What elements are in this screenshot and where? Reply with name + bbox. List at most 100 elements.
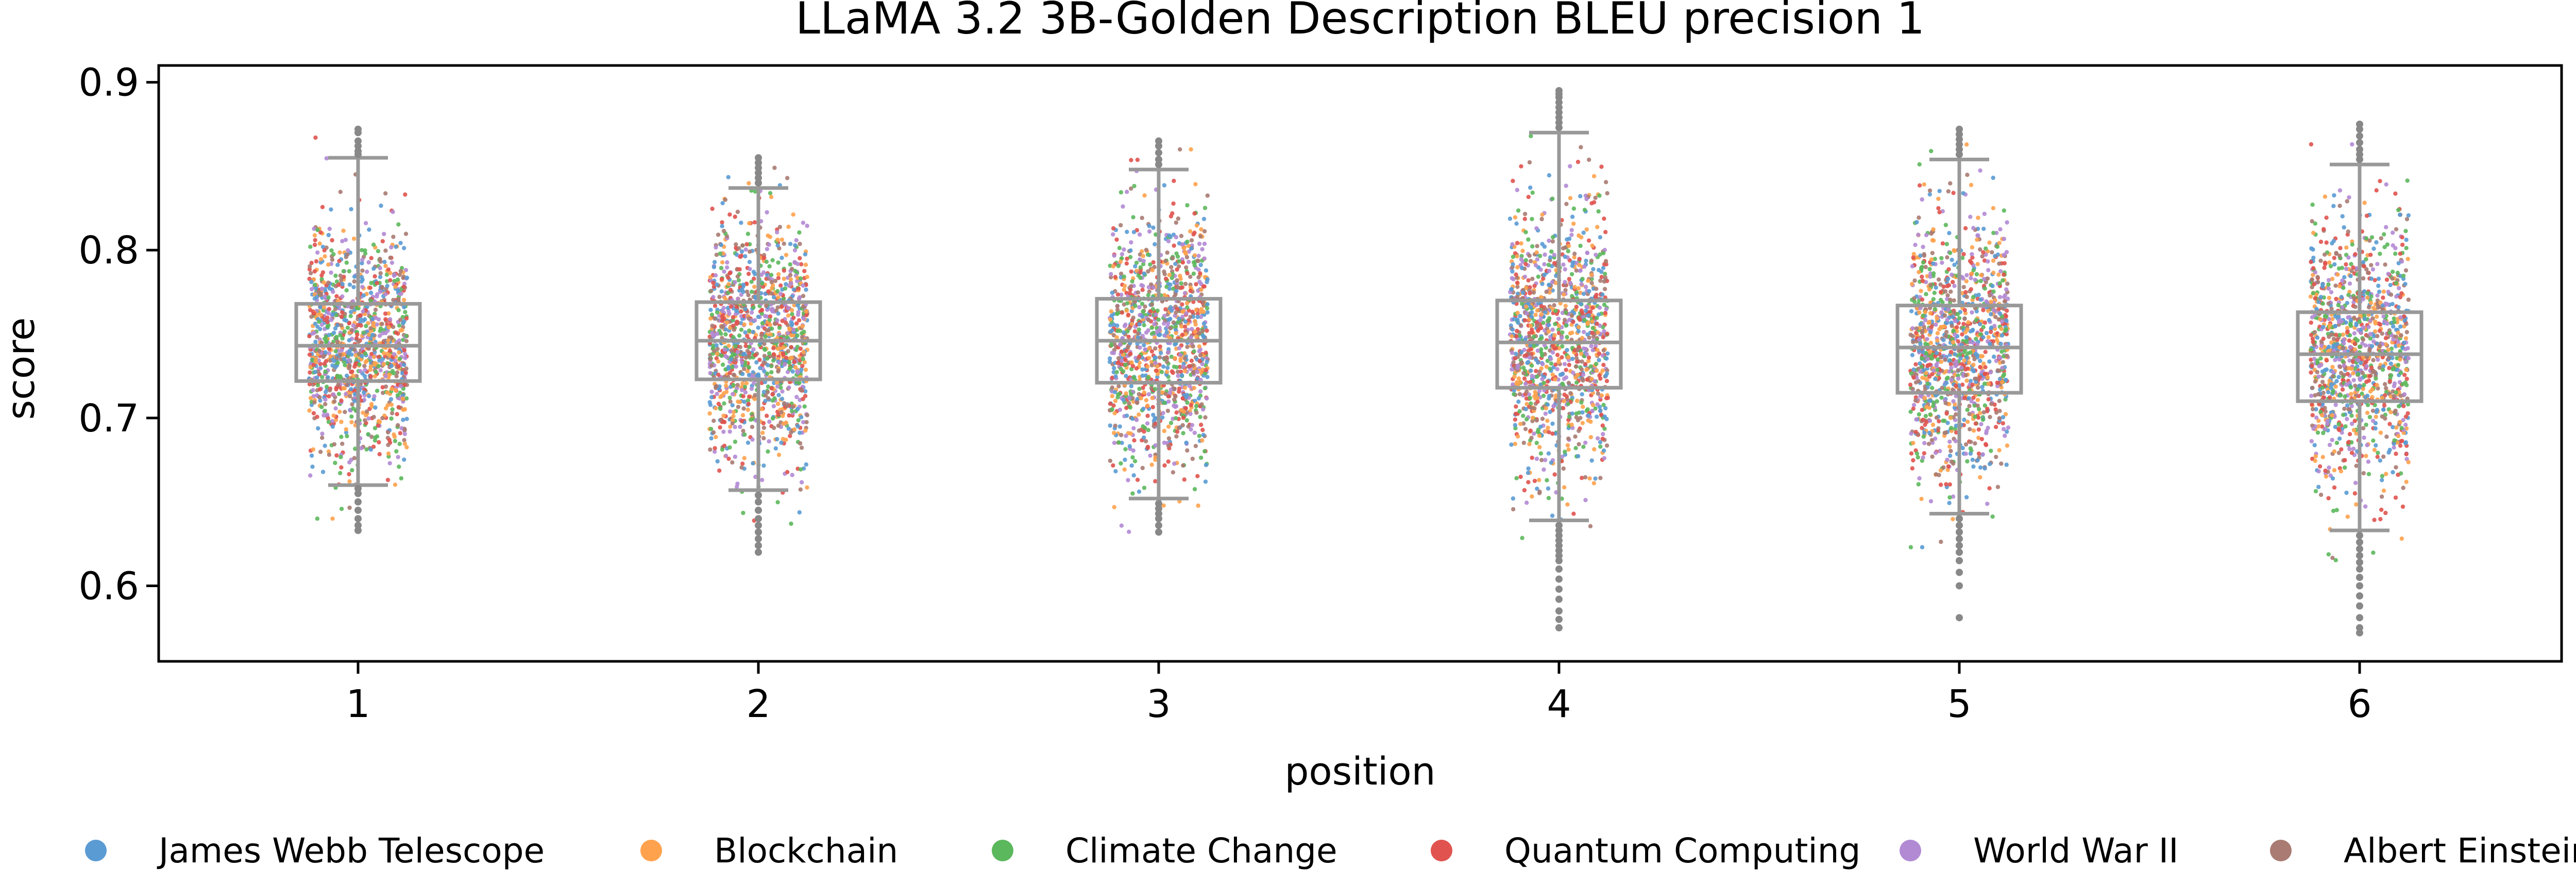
strip-point (1539, 216, 1544, 222)
strip-point (1155, 329, 1159, 334)
strip-point (801, 221, 806, 225)
strip-point (322, 361, 327, 366)
strip-point (326, 420, 331, 424)
strip-point (1119, 432, 1124, 438)
strip-point (1579, 302, 1583, 306)
strip-point (786, 224, 791, 229)
strip-point (1531, 415, 1535, 420)
strip-point (756, 314, 761, 319)
strip-point (1519, 254, 1524, 258)
strip-point (1595, 402, 1600, 407)
strip-point (723, 332, 728, 337)
strip-point (393, 388, 398, 393)
strip-point (1199, 402, 1204, 407)
strip-point (787, 327, 792, 332)
strip-point (1121, 397, 1126, 403)
strip-point (1529, 406, 1534, 410)
strip-point (785, 335, 789, 340)
strip-point (1940, 260, 1944, 265)
strip-point (393, 285, 398, 289)
strip-point (400, 328, 404, 332)
strip-point (394, 244, 398, 249)
strip-point (1204, 368, 1208, 373)
strip-point (1516, 320, 1520, 325)
strip-point (715, 346, 720, 352)
strip-point (761, 421, 766, 426)
strip-point (1111, 322, 1116, 327)
strip-point (389, 387, 394, 391)
strip-point (366, 432, 370, 437)
strip-point (315, 312, 320, 317)
strip-point (752, 396, 757, 402)
strip-point (1596, 391, 1601, 396)
strip-point (1167, 287, 1172, 291)
strip-point (1599, 393, 1604, 398)
strip-point (1539, 347, 1544, 352)
strip-point (1137, 387, 1142, 391)
strip-point (1546, 496, 1551, 501)
strip-point (803, 389, 808, 394)
strip-point (344, 430, 349, 435)
strip-point (1551, 404, 1556, 409)
strip-point (1114, 237, 1119, 242)
strip-point (745, 398, 751, 403)
strip-point (1162, 183, 1167, 188)
strip-point (1603, 406, 1608, 411)
strip-point (1172, 387, 1177, 391)
strip-point (1573, 446, 1578, 451)
strip-point (349, 414, 354, 419)
strip-point (1523, 304, 1529, 309)
strip-point (1563, 288, 1568, 293)
strip-point (352, 274, 357, 279)
strip-point (380, 385, 385, 390)
strip-point (1596, 436, 1600, 441)
strip-point (1151, 225, 1156, 230)
strip-point (1535, 348, 1540, 353)
strip-point (1196, 503, 1200, 508)
strip-point (337, 259, 342, 263)
strip-point (1514, 272, 1518, 277)
strip-point (777, 360, 782, 365)
strip-point (1516, 376, 1521, 381)
strip-point (1598, 444, 1603, 449)
strip-point (803, 368, 808, 372)
strip-point (1520, 536, 1524, 540)
strip-point (758, 365, 762, 371)
strip-point (1523, 381, 1528, 386)
strip-point (1162, 269, 1166, 274)
strip-point (1513, 423, 1518, 427)
strip-point (1970, 245, 1975, 249)
strip-point (1130, 416, 1135, 421)
strip-point (1116, 356, 1121, 361)
strip-point (1539, 304, 1544, 309)
strip-point (378, 259, 383, 264)
strip-point (1601, 265, 1606, 270)
strip-point (1197, 241, 1202, 246)
strip-point (738, 254, 743, 259)
strip-point (1564, 202, 1569, 206)
strip-point (1112, 441, 1117, 445)
strip-point (349, 305, 354, 310)
strip-point (1570, 263, 1575, 268)
strip-point (733, 425, 737, 429)
strip-point (308, 365, 313, 370)
strip-point (804, 313, 809, 318)
strip-point (388, 278, 393, 282)
strip-point (1586, 313, 1591, 318)
strip-point (344, 392, 348, 396)
strip-point (1568, 164, 1572, 169)
strip-point (1131, 375, 1136, 380)
strip-point (1510, 242, 1515, 247)
strip-point (1568, 391, 1573, 395)
strip-point (762, 369, 767, 374)
strip-point (1534, 456, 1539, 461)
strip-point (1112, 411, 1117, 415)
strip-point (794, 347, 799, 352)
strip-point (331, 289, 335, 294)
strip-point (363, 351, 368, 356)
strip-point (315, 335, 319, 339)
strip-point (1550, 239, 1555, 244)
strip-point (779, 237, 785, 242)
strip-point (1579, 282, 1584, 287)
strip-point (1146, 285, 1151, 290)
